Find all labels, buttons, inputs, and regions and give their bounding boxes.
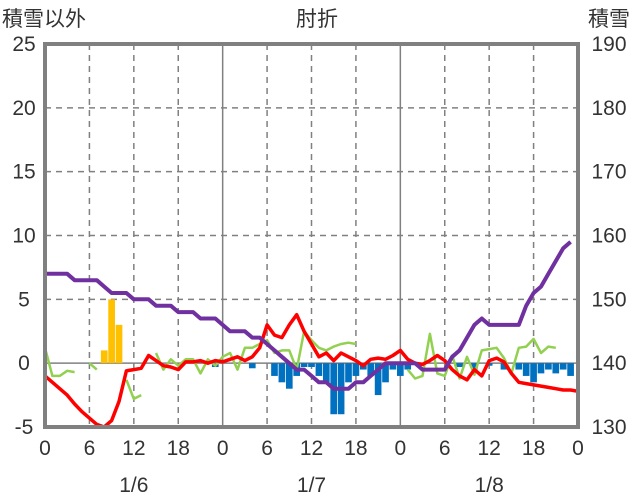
snowfall-bar bbox=[108, 299, 115, 364]
snow-depth-change-bar bbox=[522, 363, 530, 376]
snow-depth-change-bar bbox=[315, 363, 323, 376]
left-tick-label: 25 bbox=[12, 33, 35, 56]
precip-line-segment bbox=[43, 347, 75, 378]
date-label: 1/7 bbox=[297, 474, 326, 497]
date-labels: 1/6 1/7 1/8 bbox=[119, 474, 504, 497]
snow-depth-change-bar bbox=[537, 363, 545, 374]
x-tick-label: 0 bbox=[217, 437, 229, 460]
snow-depth-change-bar bbox=[248, 363, 256, 369]
snow-depth-series bbox=[45, 240, 572, 391]
snow-depth-change-bar bbox=[552, 363, 560, 374]
plot-frame bbox=[43, 42, 580, 429]
right-tick-label: 140 bbox=[591, 352, 626, 375]
left-axis-label: 積雪以外 bbox=[2, 7, 86, 31]
snowfall-bar bbox=[115, 324, 123, 364]
snow-depth-change-bar bbox=[471, 363, 478, 370]
left-tick-label: 5 bbox=[18, 288, 30, 311]
precip-line bbox=[43, 330, 557, 401]
right-tick-label: 130 bbox=[591, 416, 626, 439]
left-tick-label: 20 bbox=[12, 97, 35, 120]
snow-depth-change-bar bbox=[367, 363, 375, 376]
snow-depth-change-bar bbox=[456, 363, 463, 367]
snowfall-bars bbox=[100, 299, 123, 364]
left-tick-label: -5 bbox=[15, 416, 34, 439]
right-tick-label: 190 bbox=[591, 33, 626, 56]
x-tick-labels: 0 6 12 18 0 6 12 18 0 6 12 18 0 bbox=[39, 437, 584, 460]
right-tick-label: 160 bbox=[591, 225, 626, 248]
grid-lines bbox=[45, 44, 578, 427]
x-tick-label: 18 bbox=[167, 437, 190, 460]
x-tick-label: 0 bbox=[39, 437, 51, 460]
x-tick-label: 12 bbox=[477, 437, 500, 460]
snow-depth-line bbox=[45, 240, 572, 391]
x-tick-label: 6 bbox=[261, 437, 273, 460]
left-tick-label: 0 bbox=[18, 352, 30, 375]
snow-depth-change-bars bbox=[211, 363, 574, 415]
snow-depth-change-bar bbox=[271, 363, 278, 376]
snow-depth-change-bar bbox=[278, 363, 286, 383]
snow-depth-change-bar bbox=[374, 363, 382, 396]
snow-depth-change-bar bbox=[300, 363, 308, 367]
snow-depth-change-bar bbox=[559, 363, 567, 370]
snow-depth-change-bar bbox=[567, 363, 574, 376]
x-tick-label: 0 bbox=[572, 437, 584, 460]
snow-depth-change-bar bbox=[285, 363, 293, 389]
snow-depth-change-bar bbox=[389, 363, 397, 370]
x-tick-label: 6 bbox=[439, 437, 451, 460]
snow-depth-change-bar bbox=[352, 363, 360, 376]
x-tick-label: 12 bbox=[122, 437, 145, 460]
temperature-series bbox=[43, 312, 579, 429]
precip-line-segment bbox=[88, 362, 98, 371]
right-tick-labels: 130 140 150 160 170 180 190 bbox=[591, 33, 626, 439]
snow-depth-change-bar bbox=[397, 363, 404, 376]
snow-depth-change-bar bbox=[530, 363, 537, 383]
right-axis-label: 積雪 bbox=[588, 7, 630, 31]
precip-line-segment bbox=[406, 332, 557, 380]
left-tick-label: 10 bbox=[12, 225, 35, 248]
x-tick-label: 0 bbox=[394, 437, 406, 460]
left-tick-label: 15 bbox=[12, 161, 35, 184]
snow-depth-change-bar bbox=[545, 363, 552, 370]
right-tick-label: 180 bbox=[591, 97, 626, 120]
snow-depth-change-bar bbox=[404, 363, 412, 370]
date-label: 1/6 bbox=[119, 474, 148, 497]
snow-depth-change-bar bbox=[345, 363, 352, 383]
snow-depth-change-bar bbox=[515, 363, 523, 370]
precip-line-segment bbox=[154, 330, 357, 375]
snow-depth-change-bar bbox=[382, 363, 389, 383]
x-tick-label: 18 bbox=[522, 437, 545, 460]
right-tick-label: 150 bbox=[591, 288, 626, 311]
x-tick-label: 12 bbox=[300, 437, 323, 460]
left-tick-labels: -5 0 5 10 15 20 25 bbox=[12, 33, 35, 439]
precip-line-segment bbox=[125, 379, 142, 401]
snow-depth-change-bar bbox=[308, 363, 315, 367]
snow-depth-change-bar bbox=[322, 363, 330, 383]
x-tick-label: 6 bbox=[84, 437, 96, 460]
date-label: 1/8 bbox=[475, 474, 504, 497]
chart-title: 肘折 bbox=[296, 7, 338, 31]
snow-depth-change-bar bbox=[500, 363, 508, 370]
temperature-line bbox=[43, 312, 579, 429]
x-tick-label: 18 bbox=[344, 437, 367, 460]
right-tick-label: 170 bbox=[591, 161, 626, 184]
snowfall-bar bbox=[100, 350, 108, 364]
